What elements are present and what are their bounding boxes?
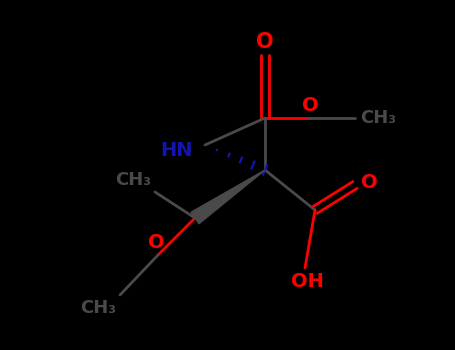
Text: O: O (148, 233, 164, 252)
Text: CH₃: CH₃ (115, 171, 151, 189)
Text: O: O (256, 32, 274, 52)
Text: OH: OH (291, 272, 324, 291)
Polygon shape (191, 170, 265, 224)
Text: O: O (361, 173, 378, 191)
Text: CH₃: CH₃ (360, 109, 396, 127)
Text: HN: HN (161, 140, 193, 160)
Text: O: O (302, 96, 318, 115)
Text: CH₃: CH₃ (80, 299, 116, 317)
